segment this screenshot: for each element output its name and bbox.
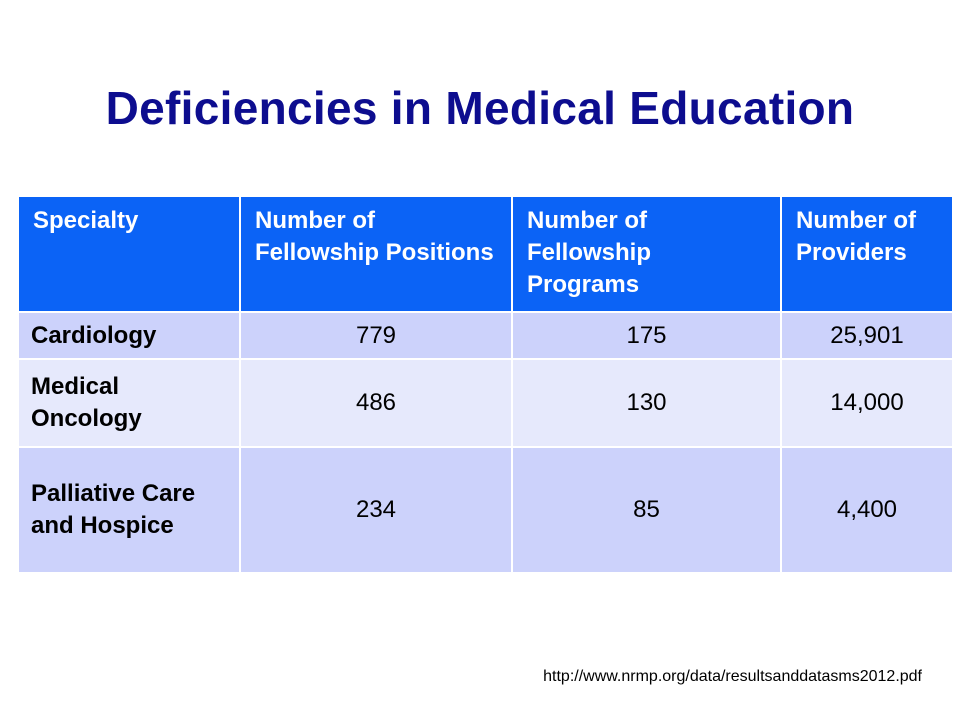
slide-title: Deficiencies in Medical Education [105,82,855,134]
header-fellowship-programs: Number of Fellowship Programs [511,195,782,313]
cell-positions: 486 [239,358,513,448]
header-fellowship-positions: Number of Fellowship Positions [239,195,513,313]
cell-programs: 130 [511,358,782,448]
cell-programs: 85 [511,446,782,574]
header-specialty: Specialty [17,195,241,313]
cell-positions: 234 [239,446,513,574]
table-row: Medical Oncology 486 130 14,000 [17,358,954,448]
cell-providers: 25,901 [780,311,954,360]
header-providers: Number of Providers [780,195,954,313]
table-row: Cardiology 779 175 25,901 [17,311,954,360]
cell-specialty: Cardiology [17,311,241,360]
cell-specialty: Palliative Care and Hospice [17,446,241,574]
source-citation: http://www.nrmp.org/data/resultsanddatas… [543,668,922,685]
table-header-row: Specialty Number of Fellowship Positions… [17,195,954,313]
cell-providers: 14,000 [780,358,954,448]
data-table: Specialty Number of Fellowship Positions… [17,195,954,574]
table-row: Palliative Care and Hospice 234 85 4,400 [17,446,954,574]
cell-positions: 779 [239,311,513,360]
cell-specialty: Medical Oncology [17,358,241,448]
cell-programs: 175 [511,311,782,360]
cell-providers: 4,400 [780,446,954,574]
